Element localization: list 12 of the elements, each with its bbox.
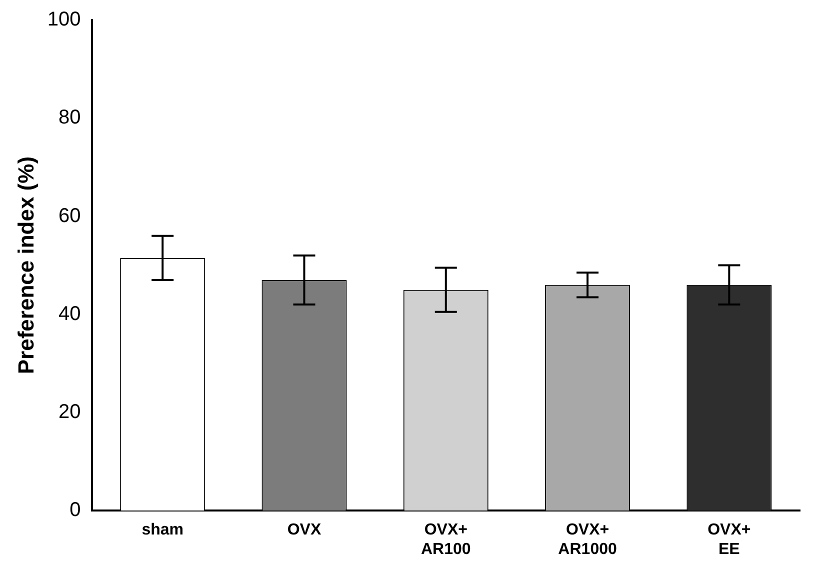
x-tick-label: OVX+ AR1000	[558, 522, 617, 558]
y-tick-label: 20	[58, 400, 81, 423]
y-tick-label: 100	[47, 8, 81, 31]
x-tick-label: OVX+ EE	[708, 522, 751, 558]
y-tick-label: 60	[58, 204, 81, 227]
y-tick-label: 40	[58, 302, 81, 325]
x-tick-label: OVX+ AR100	[420, 522, 471, 558]
x-tick-label: sham	[142, 522, 184, 539]
y-tick-label: 80	[58, 106, 81, 129]
y-axis-title: Preference index (%)	[13, 156, 38, 374]
x-tick-label: OVX	[287, 522, 322, 539]
y-tick-label: 0	[70, 499, 81, 522]
